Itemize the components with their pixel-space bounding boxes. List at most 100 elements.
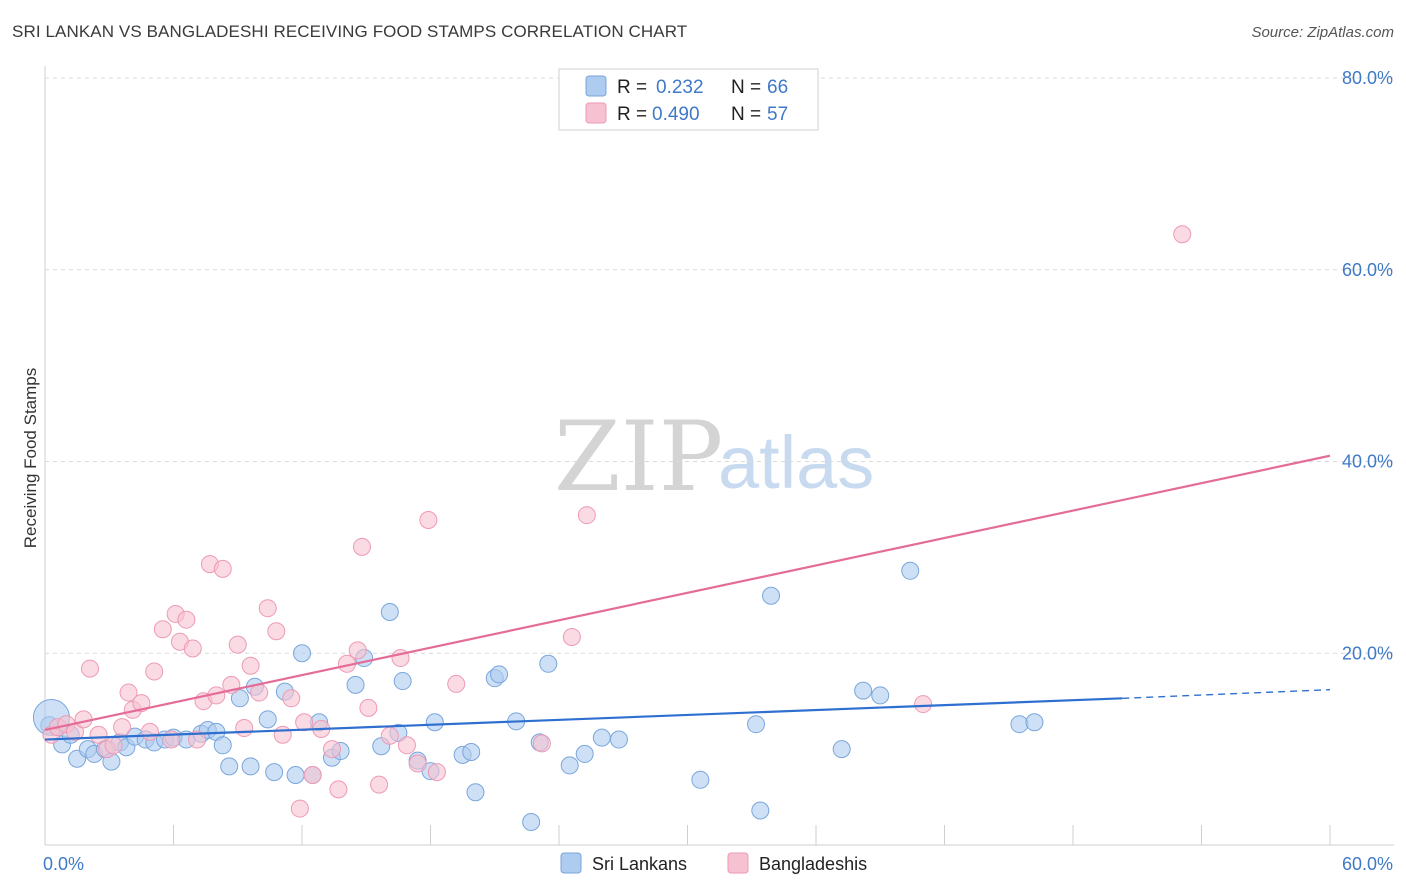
legend-r-label-1: R = xyxy=(617,77,647,98)
point-sri-lankans xyxy=(466,783,485,802)
point-sri-lankans xyxy=(241,757,260,776)
series-legend-label-bangladeshis: Bangladeshis xyxy=(759,854,867,874)
point-bangladeshis xyxy=(282,689,301,708)
point-sri-lankans xyxy=(425,713,444,732)
point-sri-lankans xyxy=(380,603,399,622)
point-sri-lankans xyxy=(522,812,541,831)
point-bangladeshis xyxy=(213,559,232,578)
point-sri-lankans xyxy=(539,654,558,673)
legend-swatch-pink xyxy=(585,102,607,124)
x-tick-label: 60.0% xyxy=(1342,854,1393,874)
point-sri-lankans xyxy=(691,770,710,789)
point-bangladeshis xyxy=(104,736,123,755)
watermark-atlas: atlas xyxy=(718,421,874,504)
point-bangladeshis xyxy=(419,510,438,529)
point-sri-lankans xyxy=(213,736,232,755)
point-bangladeshis xyxy=(329,780,348,799)
y-tick-label: 40.0% xyxy=(1342,452,1393,472)
point-bangladeshis xyxy=(447,674,466,693)
point-sri-lankans xyxy=(286,766,305,785)
point-bangladeshis xyxy=(273,725,292,744)
y-tick-label: 80.0% xyxy=(1342,68,1393,88)
correlation-legend: R = 0.232 N = 66 R = 0.490 N = 57 xyxy=(558,68,819,131)
point-bangladeshis xyxy=(562,627,581,646)
point-sri-lankans xyxy=(747,715,766,734)
legend-r-value-1: 0.232 xyxy=(656,77,704,98)
point-sri-lankans xyxy=(832,740,851,759)
point-bangladeshis xyxy=(427,763,446,782)
point-sri-lankans xyxy=(220,757,239,776)
point-bangladeshis xyxy=(380,726,399,745)
point-bangladeshis xyxy=(1173,225,1192,244)
point-bangladeshis xyxy=(359,698,378,717)
y-tick-label: 60.0% xyxy=(1342,260,1393,280)
point-sri-lankans xyxy=(575,744,594,763)
point-bangladeshis xyxy=(89,725,108,744)
point-sri-lankans xyxy=(854,681,873,700)
legend-swatch-blue xyxy=(585,75,607,97)
legend-r-label-2: R = xyxy=(617,104,647,125)
point-sri-lankans xyxy=(609,730,628,749)
gridlines xyxy=(45,77,1394,654)
point-sri-lankans xyxy=(265,763,284,782)
legend-r-value-2: 0.490 xyxy=(652,104,700,125)
point-bangladeshis xyxy=(370,775,389,794)
point-bangladeshis xyxy=(532,734,551,753)
trend-extension-sri-lankans xyxy=(1122,688,1331,700)
point-sri-lankans xyxy=(293,644,311,663)
point-bangladeshis xyxy=(914,695,933,714)
point-bangladeshis xyxy=(145,662,164,681)
data-points xyxy=(32,225,1192,831)
point-bangladeshis xyxy=(352,537,371,556)
point-bangladeshis xyxy=(183,639,202,658)
point-bangladeshis xyxy=(267,622,286,641)
point-sri-lankans xyxy=(346,675,365,694)
watermark-zip: ZIP xyxy=(554,401,723,513)
point-bangladeshis xyxy=(113,718,132,737)
point-sri-lankans xyxy=(751,801,770,820)
trend-line-bangladeshis xyxy=(44,454,1331,732)
point-bangladeshis xyxy=(177,610,196,629)
point-sri-lankans xyxy=(592,728,611,747)
series-legend-swatch-sri-lankans xyxy=(560,852,582,874)
point-sri-lankans xyxy=(901,561,920,580)
point-bangladeshis xyxy=(303,766,322,785)
point-sri-lankans xyxy=(762,586,781,605)
y-axis-title: Receiving Food Stamps xyxy=(21,368,40,548)
trend-line-sri-lankans xyxy=(44,697,1123,741)
point-bangladeshis xyxy=(241,656,260,675)
point-bangladeshis xyxy=(235,719,254,738)
point-sri-lankans xyxy=(560,756,579,775)
series-legend: Sri Lankans Bangladeshis xyxy=(560,852,867,874)
point-bangladeshis xyxy=(295,713,314,732)
trend-lines xyxy=(44,454,1331,741)
point-sri-lankans xyxy=(1010,715,1029,734)
point-bangladeshis xyxy=(397,736,416,755)
series-legend-label-sri-lankans: Sri Lankans xyxy=(592,854,687,874)
point-sri-lankans xyxy=(490,665,509,684)
point-sri-lankans xyxy=(258,710,277,729)
point-bangladeshis xyxy=(348,641,367,660)
point-bangladeshis xyxy=(322,740,341,759)
legend-n-label-1: N = xyxy=(731,77,761,98)
source-credit: Source: ZipAtlas.com xyxy=(1251,24,1394,41)
legend-n-value-2: 57 xyxy=(767,104,788,125)
y-tick-label: 20.0% xyxy=(1342,643,1393,663)
point-bangladeshis xyxy=(258,599,277,618)
point-bangladeshis xyxy=(577,506,596,525)
point-bangladeshis xyxy=(119,683,138,702)
point-bangladeshis xyxy=(408,754,427,773)
point-bangladeshis xyxy=(188,730,207,749)
point-sri-lankans xyxy=(1025,713,1044,732)
point-sri-lankans xyxy=(462,743,481,762)
point-sri-lankans xyxy=(393,672,412,691)
chart-title: SRI LANKAN VS BANGLADESHI RECEIVING FOOD… xyxy=(12,22,688,41)
legend-n-value-1: 66 xyxy=(767,77,788,98)
point-bangladeshis xyxy=(228,635,247,654)
point-sri-lankans xyxy=(230,689,249,708)
point-bangladeshis xyxy=(140,722,159,741)
point-bangladeshis xyxy=(153,620,172,639)
legend-n-label-2: N = xyxy=(731,104,761,125)
axes: 20.0% 40.0% 60.0% 80.0% 0.0% 60.0% xyxy=(43,66,1394,874)
